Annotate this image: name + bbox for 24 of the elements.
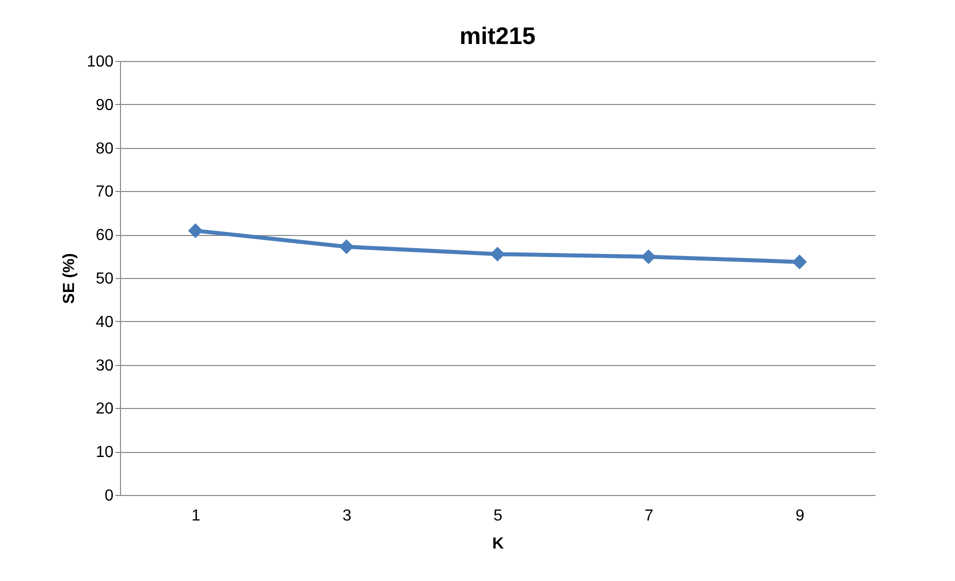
x-tick-label: 5 (494, 508, 503, 524)
x-tick-label: 1 (192, 508, 201, 524)
x-tick-label: 7 (644, 508, 654, 524)
y-tick-label: 70 (96, 184, 114, 201)
point (188, 223, 203, 238)
x-axis-title: K (492, 536, 504, 552)
point (792, 254, 807, 270)
point (490, 246, 505, 262)
y-tick-label: 90 (96, 96, 114, 114)
x-tick-label: 3 (342, 508, 352, 524)
chart-title: mit215 (459, 23, 536, 50)
y-tick-label: 100 (86, 54, 114, 70)
y-tick-label: 50 (96, 270, 114, 288)
y-tick-label: 20 (96, 400, 114, 418)
point (339, 239, 354, 254)
y-tick-label: 0 (104, 488, 114, 504)
y-tick-label: 10 (96, 444, 114, 462)
y-tick-label: 80 (96, 140, 114, 158)
y-tick-label: 60 (96, 227, 114, 244)
point (641, 249, 656, 264)
y-axis-title: SE (%) (60, 253, 78, 304)
x-tick-label: 9 (796, 508, 805, 524)
y-tick-label: 40 (96, 314, 114, 331)
y-tick-label: 30 (96, 357, 114, 374)
